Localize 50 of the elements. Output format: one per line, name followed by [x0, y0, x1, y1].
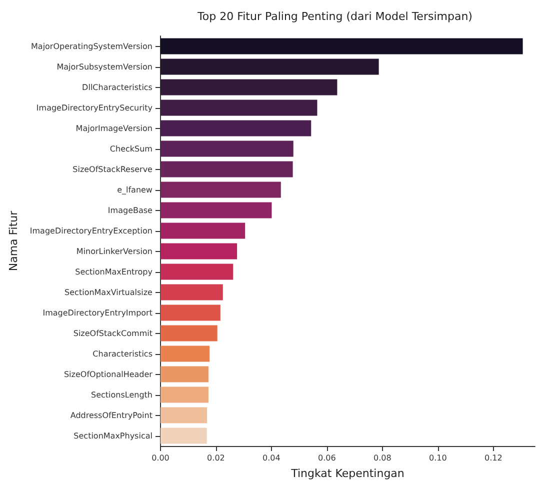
x-tick-label: 0.06	[318, 454, 336, 462]
bar	[160, 182, 281, 198]
bar	[160, 428, 207, 444]
y-tick-label: ImageDirectoryEntryException	[30, 226, 152, 236]
bar	[160, 58, 379, 75]
bar	[160, 161, 293, 178]
bar	[160, 222, 246, 239]
bar	[160, 346, 210, 362]
x-axis-title: Tingkat Kepentingan	[290, 467, 404, 480]
x-tick-label: 0.10	[428, 454, 447, 462]
bar	[160, 140, 294, 157]
x-tick-label: 0.00	[152, 454, 170, 462]
bar	[160, 284, 223, 300]
y-tick-label: SectionsLength	[91, 390, 152, 400]
y-tick-label: MinorLinkerVersion	[76, 246, 152, 256]
bar	[160, 407, 208, 424]
y-tick-label: SizeOfStackCommit	[73, 328, 152, 338]
bar	[160, 264, 234, 280]
y-tick-label: e_lfanew	[117, 185, 153, 194]
y-tick-label: ImageDirectoryEntrySecurity	[36, 103, 153, 112]
x-tick-label: 0.08	[374, 454, 392, 462]
bar	[160, 79, 338, 96]
bar	[160, 202, 272, 218]
bar	[160, 325, 218, 342]
y-tick-label: ImageBase	[108, 206, 153, 215]
y-tick-label: SectionMaxVirtualsize	[64, 288, 153, 297]
x-tick-label: 0.02	[207, 454, 225, 462]
x-tick-label: 0.04	[262, 454, 280, 462]
y-tick-label: MajorImageVersion	[76, 124, 152, 133]
y-tick-label: SizeOfOptionalHeader	[64, 370, 154, 379]
bar	[160, 243, 238, 260]
y-tick-label: DllCharacteristics	[82, 82, 152, 92]
y-axis-title: Nama Fitur	[7, 210, 20, 272]
bar	[160, 120, 312, 136]
bar	[160, 366, 208, 382]
y-tick-label: AddressOfEntryPoint	[70, 410, 152, 420]
bar	[160, 100, 318, 116]
bar	[160, 38, 523, 54]
y-tick-label: CheckSum	[110, 144, 153, 154]
y-tick-label: SectionMaxEntropy	[75, 267, 153, 276]
bar	[160, 386, 208, 403]
y-tick-label: Characteristics	[92, 349, 152, 358]
y-tick-label: MajorSubsystemVersion	[56, 62, 152, 72]
y-tick-label: SectionMaxPhysical	[74, 431, 152, 440]
y-tick-label: SizeOfStackReserve	[72, 164, 153, 174]
y-tick-label: MajorOperatingSystemVersion	[31, 42, 152, 51]
y-tick-label: ImageDirectoryEntryImport	[42, 308, 152, 318]
chart-title: Top 20 Fitur Paling Penting (dari Model Tersimpan)	[196, 10, 472, 23]
bar	[160, 304, 220, 321]
x-tick-label: 0.12	[484, 454, 502, 462]
